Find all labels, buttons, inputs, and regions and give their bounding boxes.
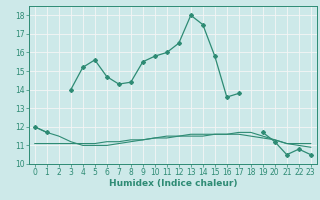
X-axis label: Humidex (Indice chaleur): Humidex (Indice chaleur)	[108, 179, 237, 188]
